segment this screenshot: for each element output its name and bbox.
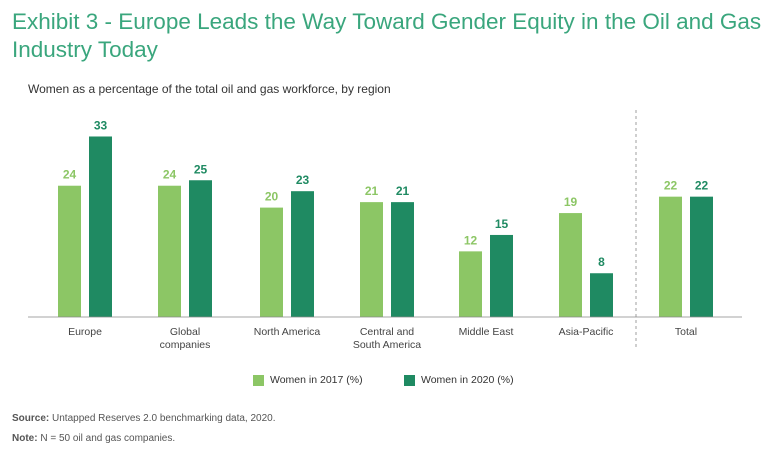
bar-middle-east-2017 — [459, 251, 482, 317]
value-label-north-america-2017: 20 — [265, 190, 279, 204]
value-label-total-2017: 22 — [664, 179, 678, 193]
value-label-asia-pacific-2017: 19 — [564, 195, 578, 209]
footnote: Note: N = 50 oil and gas companies. — [12, 433, 175, 444]
bar-north-america-2020 — [291, 191, 314, 317]
source-text: Untapped Reserves 2.0 benchmarking data,… — [52, 413, 276, 424]
value-label-central-and-south-america-2020: 21 — [396, 184, 410, 198]
category-label-central-and-south-america-line1: Central and — [360, 326, 414, 338]
legend-swatch-2020 — [404, 374, 415, 386]
bar-europe-2020 — [89, 136, 112, 317]
value-label-middle-east-2020: 15 — [495, 217, 509, 231]
bar-total-2017 — [659, 196, 682, 317]
bar-asia-pacific-2020 — [590, 273, 613, 317]
value-label-global-companies-2020: 25 — [194, 162, 208, 176]
value-label-central-and-south-america-2017: 21 — [365, 184, 379, 198]
bar-middle-east-2020 — [490, 234, 513, 317]
bar-north-america-2017 — [260, 207, 283, 317]
legend-item-2017: Women in 2017 (%) — [253, 374, 363, 386]
value-label-middle-east-2017: 12 — [464, 233, 478, 247]
value-label-north-america-2020: 23 — [296, 173, 310, 187]
source-label: Source: — [12, 413, 50, 424]
bar-total-2020 — [690, 196, 713, 317]
category-label-asia-pacific: Asia-Pacific — [559, 326, 614, 338]
legend-item-2020: Women in 2020 (%) — [404, 374, 514, 386]
legend-swatch-2017 — [253, 374, 264, 386]
bar-global-companies-2017 — [158, 185, 181, 317]
category-label-global-companies-line2: companies — [160, 339, 211, 351]
category-label-europe: Europe — [68, 326, 102, 338]
chart-title: Exhibit 3 - Europe Leads the Way Toward … — [12, 9, 762, 62]
note-label: Note: — [12, 433, 38, 444]
bar-europe-2017 — [58, 185, 81, 317]
bar-central-and-south-america-2017 — [360, 202, 383, 317]
bar-central-and-south-america-2020 — [391, 202, 414, 317]
legend-label-2020: Women in 2020 (%) — [421, 374, 514, 386]
value-label-asia-pacific-2020: 8 — [598, 255, 605, 269]
category-label-middle-east: Middle East — [459, 326, 514, 338]
source-note: Source: Untapped Reserves 2.0 benchmarki… — [12, 413, 276, 424]
note-text: N = 50 oil and gas companies. — [40, 433, 176, 444]
value-label-global-companies-2017: 24 — [163, 168, 177, 182]
legend-label-2017: Women in 2017 (%) — [270, 374, 363, 386]
value-label-europe-2020: 33 — [94, 118, 108, 132]
bar-asia-pacific-2017 — [559, 213, 582, 317]
category-label-global-companies-line1: Global — [170, 326, 200, 338]
chart-subtitle: Women as a percentage of the total oil a… — [28, 82, 391, 96]
category-label-total: Total — [675, 326, 697, 338]
category-label-north-america: North America — [254, 326, 321, 338]
category-label-central-and-south-america-line2: South America — [353, 339, 421, 351]
value-label-total-2020: 22 — [695, 179, 709, 193]
value-label-europe-2017: 24 — [63, 168, 77, 182]
bar-global-companies-2020 — [189, 180, 212, 317]
